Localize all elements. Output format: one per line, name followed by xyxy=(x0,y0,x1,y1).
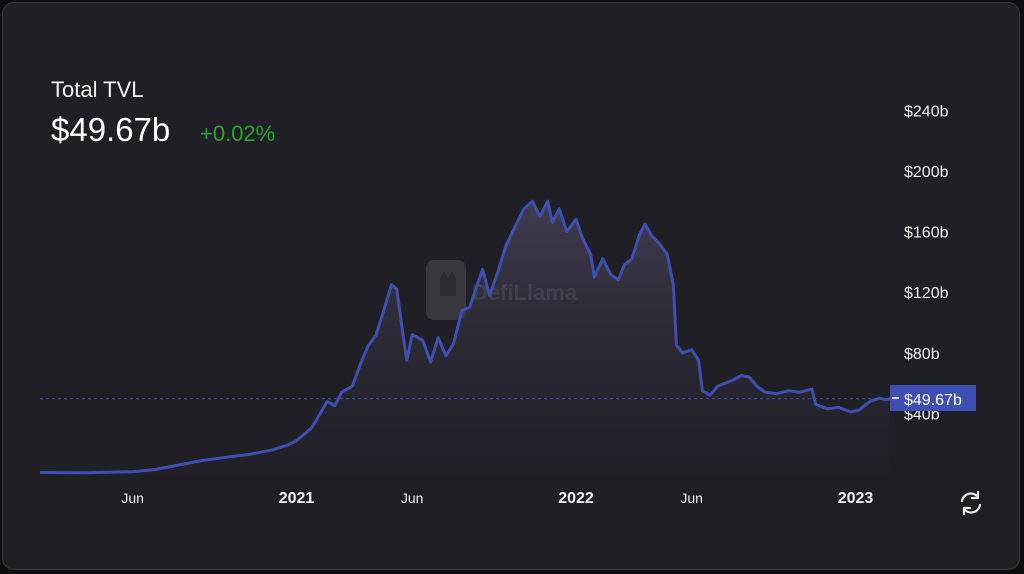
x-tick-label: 2023 xyxy=(838,490,874,507)
current-value-label: $49.67b xyxy=(904,392,962,409)
x-tick-label: 2022 xyxy=(558,490,594,507)
y-tick-label: $120b xyxy=(904,285,949,302)
tvl-change: +0.02% xyxy=(200,121,276,146)
tvl-series-line xyxy=(39,199,891,475)
y-tick-label: $160b xyxy=(904,225,949,242)
y-axis: $40b$80b$120b$160b$200b$240b xyxy=(904,103,949,423)
tvl-area xyxy=(40,201,890,474)
refresh-icon[interactable] xyxy=(956,488,986,518)
y-tick-label: $240b xyxy=(904,103,949,120)
current-value-badge: $49.67b xyxy=(890,385,976,411)
llama-logo-icon xyxy=(426,260,466,320)
x-axis: Jun 2021 Jun 2022 Jun 2023 xyxy=(121,490,873,507)
x-tick-label: Jun xyxy=(401,490,424,506)
x-tick-label: Jun xyxy=(680,490,703,506)
x-tick-label: Jun xyxy=(121,490,144,506)
y-tick-label: $200b xyxy=(904,164,949,181)
chart-title: Total TVL xyxy=(51,77,144,102)
y-tick-label: $80b xyxy=(904,346,940,363)
x-tick-label: 2021 xyxy=(279,490,315,507)
tvl-value: $49.67b xyxy=(51,111,171,148)
